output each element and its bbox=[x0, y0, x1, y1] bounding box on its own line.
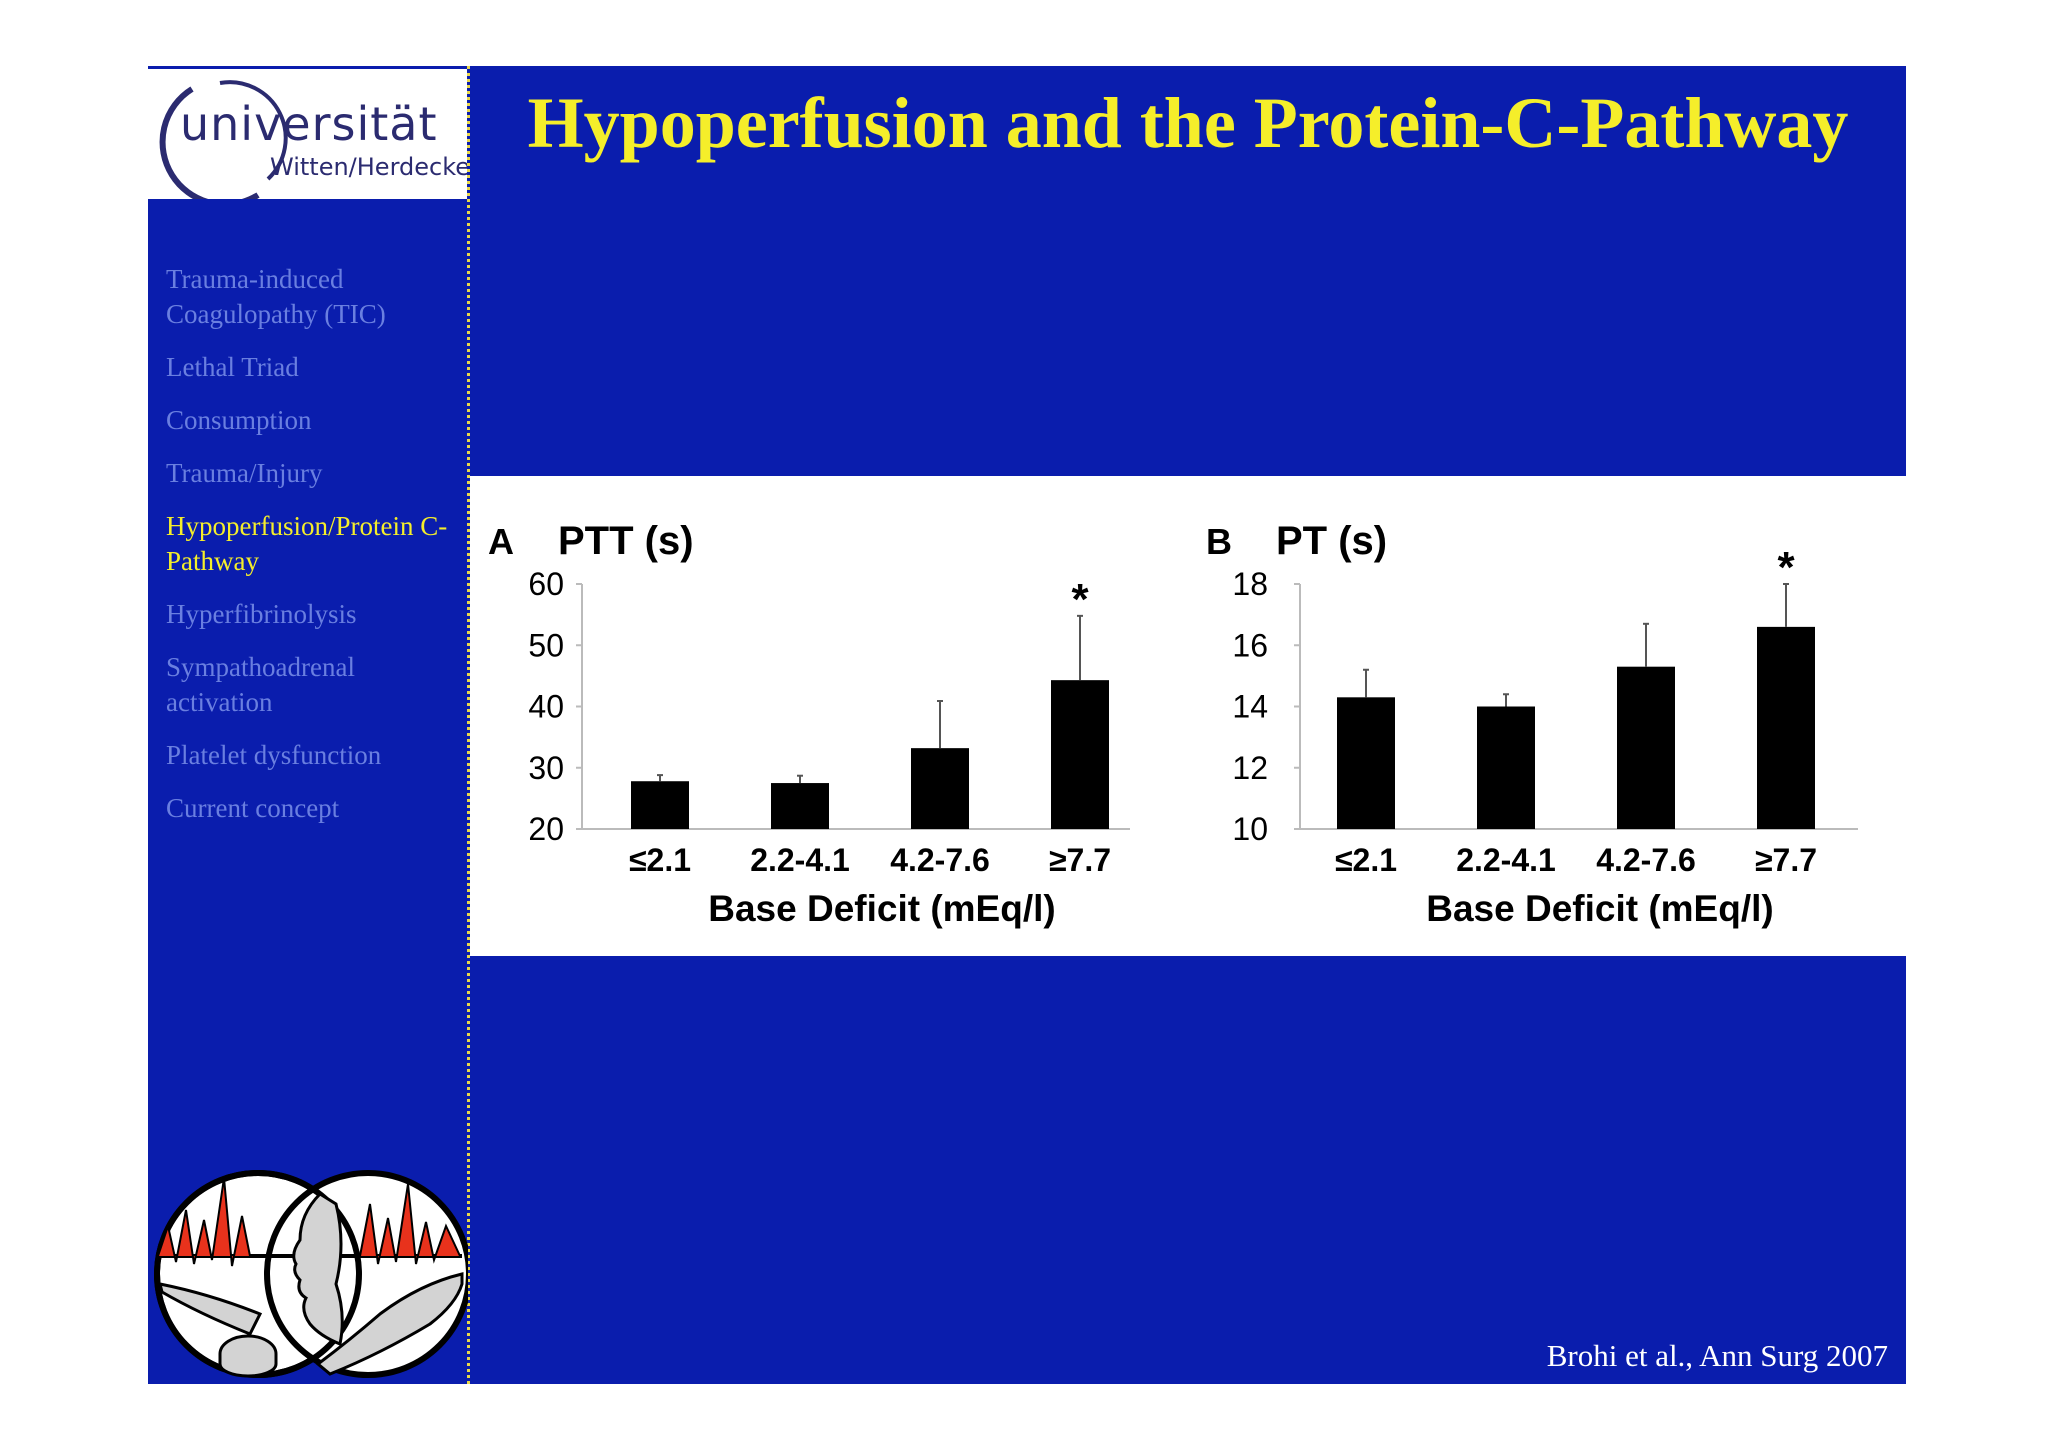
y-tick-label: 30 bbox=[528, 750, 564, 786]
emblem-logo-icon bbox=[154, 1170, 468, 1378]
sidebar-item-platelet-dysfunction[interactable]: Platelet dysfunction bbox=[166, 740, 382, 770]
x-axis-label: Base Deficit (mEq/l) bbox=[708, 888, 1055, 929]
sidebar-nav: Trauma-induced Coagulopathy (TIC) Lethal… bbox=[166, 262, 466, 844]
y-tick-label: 50 bbox=[528, 627, 564, 663]
significance-marker: * bbox=[1071, 575, 1089, 624]
bar bbox=[1477, 706, 1535, 829]
sidebar-item-trauma-injury[interactable]: Trauma/Injury bbox=[166, 458, 323, 488]
x-tick-label: 4.2-7.6 bbox=[1596, 842, 1696, 878]
x-axis-label: Base Deficit (mEq/l) bbox=[1426, 888, 1773, 929]
y-tick-label: 40 bbox=[528, 689, 564, 725]
bar bbox=[911, 748, 969, 829]
bar bbox=[1757, 626, 1815, 829]
significance-marker: * bbox=[1777, 543, 1795, 592]
panel-letter: B bbox=[1206, 521, 1232, 562]
bar-charts: A PTT (s) 20 30 40 50 60 ≤2.1 2.2-4.1 4.2-7.6 ≥7.7… bbox=[488, 519, 1858, 929]
bar bbox=[1051, 680, 1109, 829]
y-tick-label: 10 bbox=[1232, 811, 1268, 847]
x-tick-label: 2.2-4.1 bbox=[750, 842, 850, 878]
citation: Brohi et al., Ann Surg 2007 bbox=[1546, 1338, 1888, 1373]
x-tick-label: ≤2.1 bbox=[629, 842, 691, 878]
bar bbox=[1337, 697, 1395, 829]
sidebar-item-hypoperfusion[interactable]: Hypoperfusion/Protein C-Pathway bbox=[166, 511, 448, 576]
y-tick-label: 14 bbox=[1232, 689, 1268, 725]
logo-brand-text: universität bbox=[180, 97, 438, 151]
y-tick-label: 18 bbox=[1232, 566, 1268, 602]
sidebar-item-hyperfibrinolysis[interactable]: Hyperfibrinolysis bbox=[166, 599, 357, 629]
bar bbox=[1617, 666, 1675, 829]
sidebar-item-tic[interactable]: Trauma-induced Coagulopathy (TIC) bbox=[166, 264, 386, 329]
y-tick-label: 12 bbox=[1232, 750, 1268, 786]
y-tick-label: 60 bbox=[528, 566, 564, 602]
sidebar-item-lethal-triad[interactable]: Lethal Triad bbox=[166, 352, 299, 382]
x-tick-label: ≤2.1 bbox=[1335, 842, 1397, 878]
slide-title: Hypoperfusion and the Protein-C-Pathway bbox=[527, 83, 1849, 163]
chart-title: PT (s) bbox=[1276, 519, 1387, 563]
figure-panel: A PTT (s) 20 30 40 50 60 ≤2.1 2.2-4.1 4.2-7.6 ≥7.7… bbox=[470, 476, 1906, 956]
sidebar-item-consumption[interactable]: Consumption bbox=[166, 405, 312, 435]
bar bbox=[631, 781, 689, 829]
logo-arc-icon bbox=[159, 80, 288, 199]
sidebar-item-sympathoadrenal[interactable]: Sympathoadrenal activation bbox=[166, 652, 355, 717]
panel-letter: A bbox=[488, 521, 514, 562]
chart-title: PTT (s) bbox=[558, 519, 694, 563]
bar bbox=[771, 783, 829, 829]
y-tick-label: 20 bbox=[528, 811, 564, 847]
logo-subtitle: Witten/Herdecke bbox=[270, 153, 467, 181]
sidebar-item-current-concept[interactable]: Current concept bbox=[166, 793, 340, 823]
x-tick-label: 4.2-7.6 bbox=[890, 842, 990, 878]
sidebar: universität Witten/Herdecke Trauma-induc… bbox=[148, 66, 470, 1384]
university-logo[interactable]: universität Witten/Herdecke bbox=[148, 66, 467, 199]
x-tick-label: ≥7.7 bbox=[1049, 842, 1111, 878]
slide: universität Witten/Herdecke Trauma-induc… bbox=[148, 66, 1906, 1384]
x-tick-label: ≥7.7 bbox=[1755, 842, 1817, 878]
x-tick-label: 2.2-4.1 bbox=[1456, 842, 1556, 878]
y-tick-label: 16 bbox=[1232, 627, 1268, 663]
